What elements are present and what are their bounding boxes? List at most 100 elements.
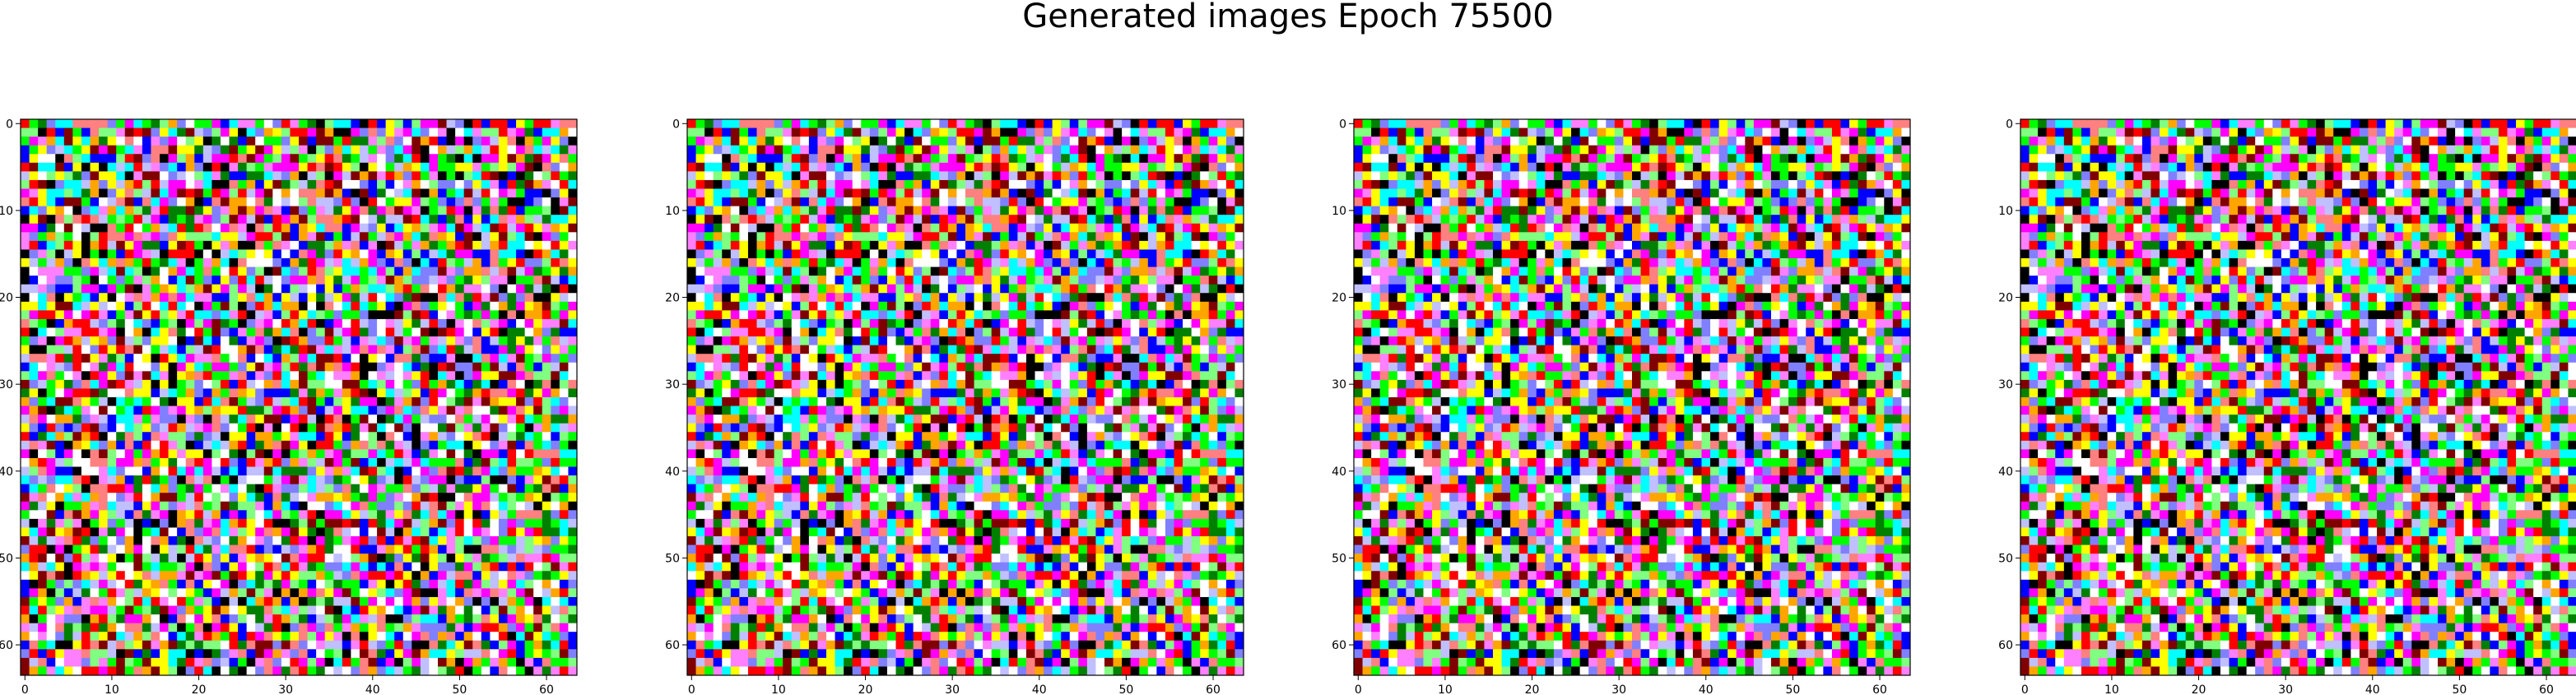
pixel	[55, 527, 65, 537]
pixel	[481, 527, 491, 537]
pixel	[55, 605, 65, 615]
pixel	[55, 588, 65, 598]
pixel	[168, 588, 178, 598]
pixel	[307, 327, 317, 337]
pixel	[412, 518, 421, 528]
pixel	[316, 276, 326, 285]
pixel	[185, 327, 195, 337]
pixel	[551, 258, 560, 267]
pixel	[29, 657, 39, 667]
pixel	[368, 362, 378, 372]
pixel	[747, 188, 757, 198]
pixel	[756, 127, 766, 137]
pixel	[299, 423, 308, 433]
pixel	[800, 171, 810, 181]
pixel	[1139, 145, 1149, 155]
pixel	[446, 632, 456, 642]
pixel	[263, 493, 273, 503]
pixel	[168, 432, 178, 442]
pixel	[133, 484, 143, 493]
pixel	[551, 397, 560, 406]
pixel	[160, 232, 169, 242]
pixel	[481, 605, 491, 615]
pixel	[316, 388, 326, 398]
pixel	[394, 336, 404, 346]
pixel	[394, 266, 404, 276]
pixel	[498, 554, 508, 563]
pixel	[272, 432, 282, 442]
pixel	[368, 215, 378, 225]
pixel	[704, 188, 714, 198]
pixel	[507, 449, 517, 459]
pixel	[72, 362, 82, 372]
pixel	[90, 327, 100, 337]
pixel	[238, 388, 248, 398]
pixel	[116, 405, 126, 415]
pixel	[307, 518, 317, 528]
pixel	[516, 397, 526, 406]
pixel	[861, 197, 871, 207]
pixel	[429, 258, 439, 267]
pixel	[116, 579, 126, 589]
pixel	[351, 415, 360, 424]
pixel	[533, 562, 543, 572]
pixel	[481, 397, 491, 406]
pixel	[472, 197, 482, 207]
pixel	[886, 145, 896, 155]
pixel	[455, 405, 465, 415]
pixel	[90, 605, 100, 615]
pixel	[817, 215, 827, 225]
pixel	[791, 215, 801, 225]
pixel	[559, 623, 569, 632]
pixel	[1044, 127, 1053, 137]
pixel	[55, 188, 65, 198]
pixel	[412, 614, 421, 624]
pixel	[481, 154, 491, 164]
pixel	[524, 605, 534, 615]
pixel	[965, 179, 974, 189]
pixel	[516, 614, 526, 624]
pixel	[551, 501, 560, 511]
pixel	[559, 171, 569, 181]
pixel	[359, 215, 369, 225]
pixel	[272, 440, 282, 450]
pixel	[1165, 171, 1174, 181]
pixel	[524, 162, 534, 172]
pixel	[229, 475, 239, 485]
pixel	[72, 666, 82, 676]
pixel	[316, 119, 326, 128]
pixel	[826, 127, 835, 137]
pixel	[116, 632, 126, 642]
pixel	[46, 554, 56, 563]
pixel	[21, 206, 30, 215]
pixel	[402, 457, 412, 467]
pixel	[351, 623, 360, 632]
pixel	[220, 666, 230, 676]
pixel	[29, 232, 39, 242]
pixel	[255, 119, 265, 128]
pixel	[852, 119, 862, 128]
pixel	[446, 119, 456, 128]
pixel	[281, 345, 291, 354]
pixel	[359, 336, 369, 346]
pixel	[385, 510, 395, 520]
pixel	[429, 179, 439, 189]
pixel	[107, 388, 117, 398]
pixel	[99, 154, 109, 164]
pixel	[490, 240, 500, 250]
pixel	[507, 405, 517, 415]
pixel	[800, 188, 810, 198]
pixel	[394, 171, 404, 181]
pixel	[385, 206, 395, 215]
pixel	[377, 284, 387, 294]
pixel	[220, 379, 230, 389]
pixel	[46, 614, 56, 624]
pixel	[124, 484, 134, 493]
pixel	[446, 232, 456, 242]
pixel	[290, 154, 300, 164]
pixel	[107, 449, 117, 459]
pixel	[835, 223, 844, 233]
pixel	[38, 379, 48, 389]
pixel	[21, 432, 30, 442]
pixel	[1000, 154, 1010, 164]
